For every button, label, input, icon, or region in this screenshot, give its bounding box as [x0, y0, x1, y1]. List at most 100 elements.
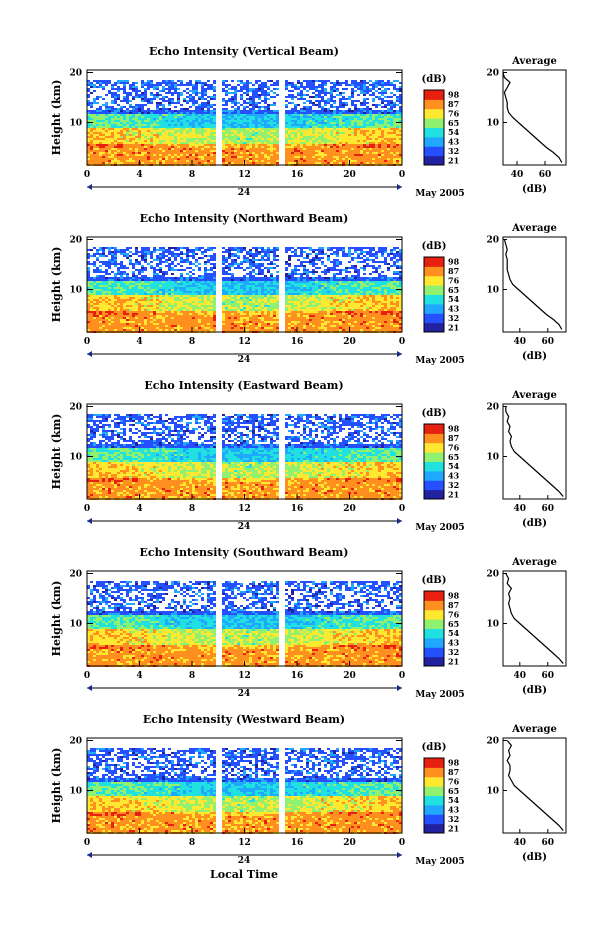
colorbar-swatch: [424, 814, 444, 824]
colorbar-tick-label: 98: [448, 758, 460, 768]
colorbar-swatch: [424, 128, 444, 138]
x-tick-label: 4: [136, 838, 142, 848]
y-tick-label: 20: [69, 570, 82, 580]
colorbar-tick-label: 98: [448, 424, 460, 434]
heatmap-cells: [87, 247, 402, 333]
profile-xlabel: (dB): [522, 184, 547, 195]
x-tick-label: 0: [84, 671, 90, 681]
day-span-arrow-right: [397, 351, 402, 357]
colorbar-swatch: [424, 647, 444, 657]
colorbar-tick-label: 32: [448, 313, 459, 323]
y-tick-label: 20: [69, 737, 82, 747]
x-tick-label: 12: [238, 671, 251, 681]
colorbar-tick-label: 54: [448, 461, 460, 471]
y-axis-title: Height (km): [50, 414, 63, 490]
day-span-arrow-left: [87, 852, 92, 858]
y-axis-title: Height (km): [50, 748, 63, 824]
day-span-arrow-right: [397, 518, 402, 524]
x-tick-label: 8: [189, 337, 195, 347]
day-label: 24: [238, 188, 251, 198]
colorbar-tick-label: 43: [448, 471, 460, 481]
y-tick-label: 10: [69, 787, 82, 797]
x-tick-label: 20: [343, 838, 356, 848]
colorbar-swatch: [424, 257, 444, 267]
colorbar-swatch: [424, 796, 444, 806]
colorbar-tick-label: 32: [448, 480, 459, 490]
x-tick-label: 4: [136, 170, 142, 180]
colorbar-tick-label: 65: [448, 452, 459, 462]
day-span-arrow-left: [87, 685, 92, 691]
profile-y-tick-label: 20: [486, 737, 499, 747]
day-label: 24: [238, 355, 251, 365]
colorbar-swatch: [424, 90, 444, 100]
colorbar-tick-label: 21: [448, 656, 459, 666]
colorbar-swatch: [424, 638, 444, 648]
colorbar-tick-label: 87: [448, 767, 459, 777]
chart-panel-1: Echo Intensity (Northward Beam)1020Heigh…: [50, 212, 566, 366]
y-tick-label: 10: [69, 620, 82, 630]
x-tick-label: 8: [189, 504, 195, 514]
colorbar-tick-label: 76: [448, 776, 460, 786]
date-label: May 2005: [415, 857, 464, 867]
heatmap-title: Echo Intensity (Eastward Beam): [144, 379, 343, 392]
x-tick-label: 8: [189, 838, 195, 848]
colorbar-swatch: [424, 824, 444, 834]
x-tick-label: 12: [238, 337, 251, 347]
colorbar-swatch: [424, 118, 444, 128]
profile-x-tick-label: 40: [514, 671, 527, 681]
y-axis-title: Height (km): [50, 80, 63, 156]
colorbar-swatch: [424, 137, 444, 147]
day-label: 24: [238, 689, 251, 699]
profile-x-tick-label: 60: [542, 337, 555, 347]
day-span-arrow-left: [87, 184, 92, 190]
x-tick-label: 16: [291, 504, 304, 514]
colorbar-swatch: [424, 657, 444, 667]
colorbar-tick-label: 76: [448, 108, 460, 118]
profile-xlabel: (dB): [522, 852, 547, 863]
x-tick-label: 20: [343, 671, 356, 681]
x-tick-label: 0: [84, 838, 90, 848]
y-tick-label: 20: [69, 69, 82, 79]
x-tick-label: 4: [136, 337, 142, 347]
x-tick-label: 0: [399, 838, 405, 848]
x-tick-label: 12: [238, 504, 251, 514]
colorbar-tick-label: 87: [448, 266, 459, 276]
heatmap-cells: [87, 414, 402, 500]
chart-panel-0: Echo Intensity (Vertical Beam)1020Height…: [50, 45, 566, 199]
x-tick-label: 0: [399, 671, 405, 681]
colorbar-tick-label: 65: [448, 619, 459, 629]
profile-y-tick-label: 20: [486, 570, 499, 580]
colorbar-swatch: [424, 285, 444, 295]
colorbar-tick-label: 65: [448, 786, 459, 796]
profile-line: [506, 407, 563, 497]
colorbar-tick-label: 98: [448, 90, 460, 100]
profile-x-tick-label: 60: [542, 838, 555, 848]
profile-title: Average: [511, 557, 557, 568]
y-tick-label: 10: [69, 453, 82, 463]
profile-x-tick-label: 60: [539, 170, 552, 180]
colorbar-swatch: [424, 452, 444, 462]
colorbar-tick-label: 76: [448, 275, 460, 285]
colorbar-tick-label: 21: [448, 322, 459, 332]
colorbar-swatch: [424, 591, 444, 601]
colorbar-tick-label: 98: [448, 257, 460, 267]
profile-line: [504, 240, 561, 330]
y-tick-label: 20: [69, 403, 82, 413]
heatmap-title: Echo Intensity (Vertical Beam): [149, 45, 339, 58]
colorbar-swatch: [424, 610, 444, 620]
profile-xlabel: (dB): [522, 351, 547, 362]
echo-intensity-figure: Local Time Echo Intensity (Vertical Beam…: [0, 0, 616, 929]
profile-y-tick-label: 10: [486, 787, 499, 797]
colorbar-swatch: [424, 276, 444, 286]
colorbar-swatch: [424, 480, 444, 490]
date-label: May 2005: [415, 523, 464, 533]
profile-xlabel: (dB): [522, 685, 547, 696]
colorbar-swatch: [424, 156, 444, 166]
profile-frame: [503, 571, 566, 666]
profile-y-tick-label: 10: [486, 453, 499, 463]
colorbar-tick-label: 98: [448, 591, 460, 601]
chart-panel-2: Echo Intensity (Eastward Beam) 10 20 Height…: [50, 379, 566, 533]
heatmap-cells: [87, 748, 402, 834]
profile-x-tick-label: 60: [542, 671, 555, 681]
colorbar-tick-label: 43: [448, 805, 460, 815]
